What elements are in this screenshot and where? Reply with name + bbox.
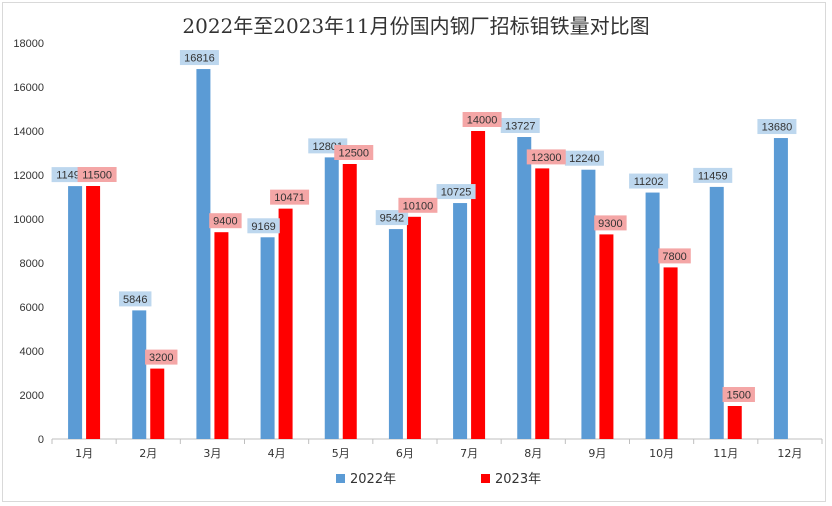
x-tick-label: 9月 [588,447,606,460]
data-label-bg [77,167,117,182]
bar-series1 [68,186,83,439]
bar-series2 [535,168,550,439]
data-label: 9542 [380,213,404,225]
data-label-bg [722,387,755,402]
data-label-bg [658,248,691,264]
data-label: 10471 [274,192,305,204]
data-label-bg [145,349,178,365]
bar-series2 [471,131,486,439]
data-label-bg [757,119,797,135]
axes: 0 2000 4000 6000 8000 10000 12000 14000 16000 180… [13,38,823,460]
y-tick-label: 18000 [13,38,44,50]
data-label: 9300 [598,218,622,230]
bar-series1 [581,169,596,439]
data-label-bg [693,167,733,183]
x-tick-label: 8月 [524,447,542,460]
data-label: 12240 [569,153,600,165]
bar-series1 [453,203,468,439]
data-label-bg [179,50,219,66]
data-label: 11459 [698,170,728,182]
bar-series1 [260,237,275,439]
y-tick-label: 12000 [13,170,44,182]
data-label-bg [526,149,566,165]
data-label-bg [209,213,242,229]
legend-label: 2022年 [350,472,396,487]
data-label-bg [462,112,502,127]
data-label-bg [629,173,669,189]
data-label-bg [270,189,310,205]
data-label: 12300 [531,152,562,164]
y-tick-label: 14000 [13,126,44,138]
data-label: 12500 [338,148,369,160]
x-tick-label: 1月 [75,447,93,460]
bar-series2 [150,368,165,439]
x-tick-label: 11月 [713,447,738,460]
bar-series1 [645,192,660,439]
data-label: 10725 [441,187,472,199]
bar-series1 [388,229,403,439]
x-tick-label: 3月 [203,447,221,460]
y-tick-label: 16000 [13,82,44,94]
data-label-bg [500,118,540,134]
y-tick-label: 8000 [20,258,44,270]
data-label: 1500 [727,390,751,402]
x-tick-label: 4月 [268,447,286,460]
legend-swatch [481,474,490,483]
data-label-bg [594,215,627,231]
bar-series2 [727,406,742,439]
x-tick-label: 12月 [777,447,802,460]
x-tick-label: 6月 [396,447,414,460]
data-label: 5846 [123,294,147,306]
data-label: 14000 [467,115,498,127]
data-labels: 1149558461681691691280195421072513727122… [51,50,797,402]
y-tick-label: 2000 [20,390,44,402]
legend-swatch [336,474,345,483]
bar-series1 [773,138,788,440]
data-label-bg [436,184,476,200]
bar-series2 [214,232,229,439]
bar-series1 [709,186,724,439]
data-label-bg [398,197,438,213]
x-tick-label: 2月 [139,447,157,460]
data-label: 11500 [82,170,112,182]
bar-series2 [599,234,614,439]
data-label: 9169 [251,221,275,233]
bar-series1 [517,137,532,440]
y-tick-label: 0 [38,434,44,446]
chart-title: 2022年至2023年11月份国内钢厂招标钼铁量对比图 [182,14,650,38]
data-label: 11202 [634,176,664,188]
data-label: 16816 [184,53,215,65]
bar-series2 [342,164,357,439]
x-tick-label: 5月 [332,447,350,460]
y-tick-label: 4000 [20,346,44,358]
data-label: 13727 [505,121,536,133]
data-label-bg [334,145,374,160]
bar-series2 [278,208,293,439]
y-tick-label: 6000 [20,302,44,314]
bar-series1 [324,157,339,440]
data-label-bg [564,150,604,166]
bar-series1 [196,69,211,439]
bar-series2 [406,216,421,439]
x-tick-label: 10月 [649,447,674,460]
data-label: 9400 [213,216,237,228]
data-label-bg [375,210,409,226]
bar-series2 [663,267,678,439]
legend-label: 2023年 [495,472,541,487]
data-label: 3200 [149,352,173,364]
data-label-bg [247,218,280,234]
data-label: 10100 [403,200,434,212]
bar-series2 [86,186,101,439]
bar-series1 [132,310,147,439]
data-label-bg [119,291,152,307]
data-label: 13680 [762,122,793,134]
y-tick-label: 10000 [13,214,44,226]
bars [68,69,788,440]
data-label: 7800 [662,251,686,263]
x-tick-label: 7月 [460,447,478,460]
legend: 2022年 2023年 [336,472,541,487]
